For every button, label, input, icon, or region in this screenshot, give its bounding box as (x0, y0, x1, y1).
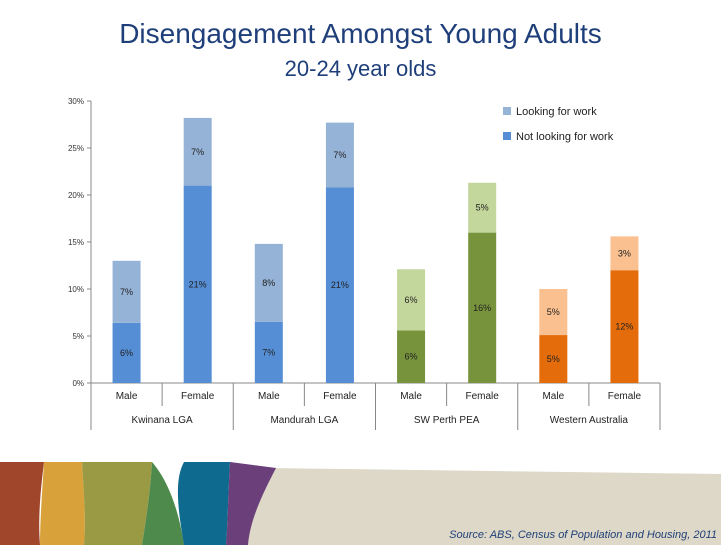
y-tick-label: 20% (68, 191, 84, 200)
bar-not-looking (254, 321, 283, 383)
legend-label-not-looking: Not looking for work (516, 131, 614, 143)
data-label: 3% (618, 248, 631, 258)
x-category-label: Female (466, 391, 500, 402)
x-category-label: Female (181, 391, 215, 402)
bar-not-looking (539, 335, 568, 383)
bar-not-looking (112, 322, 141, 383)
x-category-label: Male (258, 391, 280, 402)
chart-title: Disengagement Amongst Young Adults (119, 18, 602, 49)
bar-not-looking (468, 232, 497, 383)
bar-looking (539, 289, 568, 336)
bar-looking (254, 243, 283, 322)
chart-subtitle: 20-24 year olds (284, 56, 437, 81)
footer-stripe (142, 462, 184, 545)
x-group-label: SW Perth PEA (414, 415, 480, 426)
footer-stripe (226, 462, 276, 545)
legend-swatch-looking (503, 107, 511, 115)
bar-looking (468, 182, 497, 233)
bar-looking (183, 117, 212, 186)
footer-stripe (40, 462, 85, 545)
data-label: 6% (405, 295, 418, 305)
source-note: Source: ABS, Census of Population and Ho… (449, 529, 717, 541)
legend-swatch-not-looking (503, 132, 511, 140)
x-category-label: Female (323, 391, 357, 402)
footer-stripe (82, 462, 152, 545)
data-label: 7% (191, 147, 204, 157)
bar-not-looking (325, 187, 354, 383)
y-tick-label: 30% (68, 97, 84, 106)
y-tick-label: 15% (68, 238, 84, 247)
data-label: 5% (547, 307, 560, 317)
footer-band (220, 468, 721, 545)
x-group-label: Western Australia (550, 415, 629, 426)
y-tick-label: 10% (68, 285, 84, 294)
data-label: 7% (333, 150, 346, 160)
x-group-label: Mandurah LGA (270, 415, 338, 426)
bar-not-looking (397, 330, 426, 383)
bar-not-looking (183, 185, 212, 383)
y-tick-label: 0% (72, 379, 84, 388)
bar-looking (112, 260, 141, 323)
data-label: 6% (405, 352, 418, 362)
x-category-label: Male (116, 391, 138, 402)
data-label: 8% (262, 278, 275, 288)
data-label: 7% (262, 347, 275, 357)
data-label: 21% (331, 280, 349, 290)
y-tick-label: 5% (72, 332, 84, 341)
data-label: 6% (120, 348, 133, 358)
bar-looking (325, 122, 354, 188)
data-label: 7% (120, 287, 133, 297)
legend-label-looking: Looking for work (516, 106, 597, 118)
x-category-label: Male (400, 391, 422, 402)
footer-stripe (0, 462, 44, 545)
x-category-label: Male (542, 391, 564, 402)
data-label: 21% (189, 279, 207, 289)
x-group-label: Kwinana LGA (132, 415, 193, 426)
footer-stripe (177, 462, 230, 545)
data-label: 5% (476, 203, 489, 213)
data-label: 5% (547, 354, 560, 364)
y-tick-label: 25% (68, 144, 84, 153)
data-label: 12% (615, 322, 633, 332)
bar-looking (397, 269, 426, 331)
x-category-label: Female (608, 391, 642, 402)
data-label: 16% (473, 303, 491, 313)
bar-looking (610, 236, 639, 271)
bar-not-looking (610, 270, 639, 383)
